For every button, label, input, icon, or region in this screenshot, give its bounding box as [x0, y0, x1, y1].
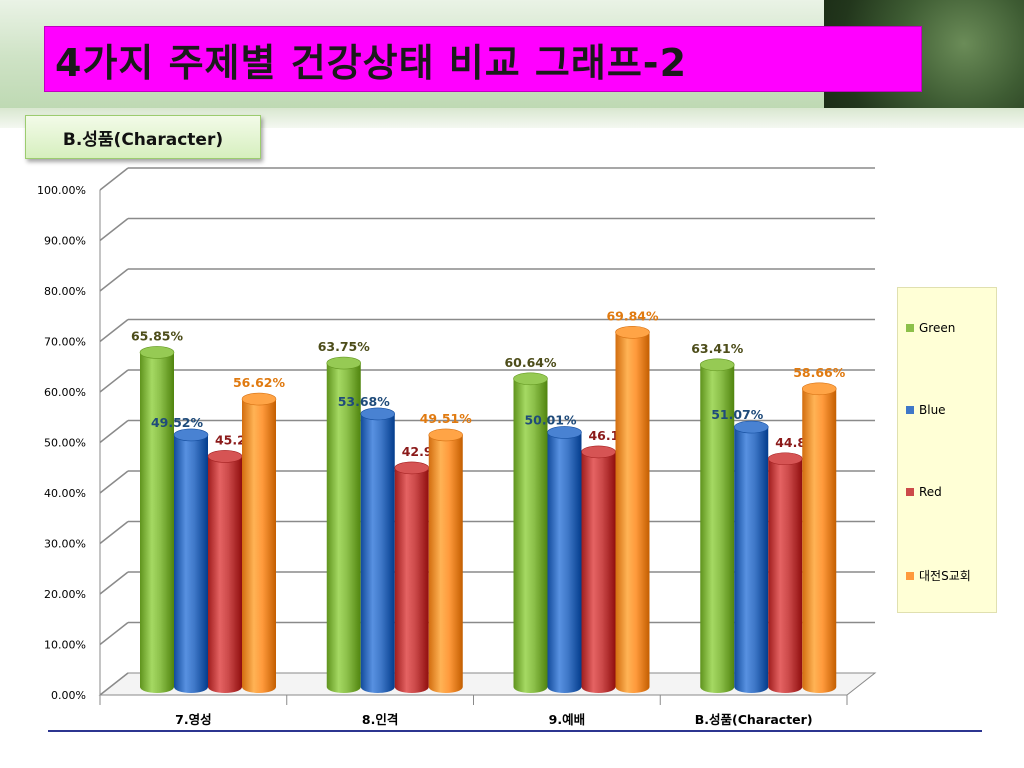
bar: [768, 458, 803, 693]
bar-cap: [241, 392, 277, 406]
gridline-diagonal: [99, 369, 129, 393]
gridline-diagonal: [99, 621, 129, 646]
bar-cap: [207, 450, 243, 463]
bar: [360, 413, 395, 693]
data-label: 49.52%: [151, 415, 204, 430]
legend-label: 대전S교회: [919, 569, 971, 583]
x-category-label: 9.예배: [549, 712, 585, 727]
gridline-diagonal: [99, 520, 129, 545]
y-tick-label: 50.00%: [44, 437, 86, 450]
bar: [700, 364, 735, 693]
gridline-diagonal: [99, 217, 129, 242]
bar-cap: [547, 426, 582, 439]
bar-cap: [801, 382, 837, 396]
y-tick-label: 100.00%: [37, 184, 86, 197]
data-label: 50.01%: [524, 412, 577, 427]
bar: [140, 352, 174, 693]
bar-cap: [394, 461, 430, 475]
y-tick-label: 90.00%: [44, 235, 86, 248]
x-category-label: 8.인격: [362, 712, 398, 727]
gridline-diagonal: [99, 419, 129, 444]
bar: [581, 451, 616, 693]
bar-cap: [733, 420, 769, 434]
bar: [242, 399, 276, 693]
slide-title: 4가지 주제별 건강상태 비교 그래프-2: [55, 40, 688, 85]
y-tick-label: 70.00%: [44, 336, 86, 349]
data-label: 63.41%: [691, 341, 744, 356]
bar-cap: [326, 356, 362, 370]
gridline-diagonal: [99, 470, 129, 494]
subtitle-box: B.성품(Character): [25, 115, 261, 159]
gridline-diagonal: [99, 167, 129, 191]
legend-swatch: [906, 571, 914, 580]
y-tick-label: 30.00%: [44, 538, 86, 551]
slide-subtitle: B.성품(Character): [62, 129, 224, 150]
gridline-diagonal: [99, 571, 129, 595]
data-label: 69.84%: [606, 308, 659, 323]
gridline-diagonal: [99, 268, 129, 292]
bar-cap: [513, 372, 548, 386]
bar: [428, 434, 463, 693]
legend-item: Blue: [906, 403, 946, 417]
y-tick-label: 40.00%: [44, 487, 86, 500]
legend-swatch: [906, 324, 914, 332]
legend: Green Blue Red 대전S교회: [897, 287, 997, 613]
gridline-diagonal: [99, 318, 129, 343]
y-tick-label: 60.00%: [44, 386, 86, 399]
data-label: 60.64%: [504, 355, 557, 370]
bar: [174, 434, 208, 693]
bar-cap: [139, 346, 175, 359]
x-category-label: 7.영성: [175, 712, 211, 727]
legend-label: Green: [919, 321, 956, 335]
data-label: 63.75%: [318, 339, 371, 354]
data-label: 49.51%: [420, 411, 473, 426]
bar: [615, 332, 650, 693]
bar: [734, 427, 769, 693]
bar: [513, 378, 548, 693]
bar: [208, 456, 242, 693]
legend-swatch: [906, 488, 914, 496]
data-label: 53.68%: [338, 394, 391, 409]
x-category-label: B.성품(Character): [695, 712, 813, 727]
data-label: 56.62%: [233, 375, 286, 390]
bar-cap: [767, 452, 803, 466]
bar: [547, 432, 582, 693]
bar-cap: [615, 326, 650, 339]
bar: [394, 467, 429, 693]
bar: [326, 363, 361, 693]
bar-cap: [173, 428, 209, 442]
y-tick-label: 0.00%: [51, 689, 86, 702]
legend-item: 대전S교회: [906, 567, 971, 584]
bar-cap: [428, 428, 464, 442]
legend-item: Red: [906, 485, 942, 499]
bar-cap: [699, 358, 735, 372]
y-tick-label: 20.00%: [44, 588, 86, 601]
y-tick-label: 80.00%: [44, 285, 86, 298]
bottom-rule: [48, 730, 982, 732]
legend-label: Blue: [919, 403, 946, 417]
gridline-diagonal: [99, 672, 129, 696]
bar-cap: [581, 445, 616, 459]
data-label: 65.85%: [131, 328, 184, 343]
data-label: 51.07%: [711, 407, 764, 422]
title-box: 4가지 주제별 건강상태 비교 그래프-2: [44, 26, 922, 92]
y-tick-label: 10.00%: [44, 639, 86, 652]
legend-swatch: [906, 406, 914, 414]
data-label: 58.66%: [793, 365, 846, 380]
legend-label: Red: [919, 485, 942, 499]
bar-cap: [360, 407, 396, 421]
bar: [802, 388, 837, 693]
legend-item: Green: [906, 321, 955, 335]
